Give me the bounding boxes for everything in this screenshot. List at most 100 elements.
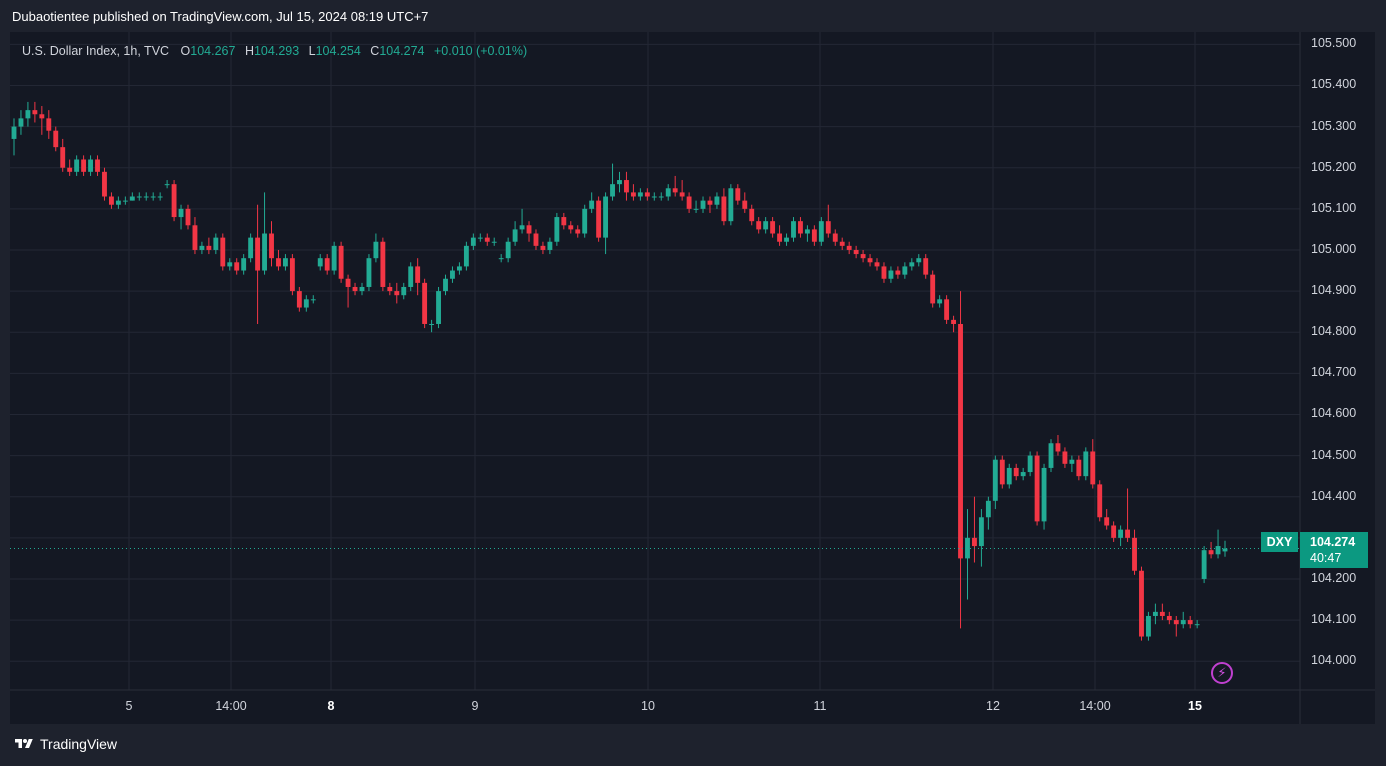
candle-body [909,262,915,267]
x-tick-label: 12 [986,699,1000,713]
y-tick-label: 105.000 [1311,241,1357,256]
candle-body [122,200,128,202]
candle-body [1132,537,1137,571]
candle-body [359,286,365,292]
y-tick-label: 104.200 [1311,570,1357,585]
candle-body [839,241,845,246]
candle-body [95,159,100,172]
candle-body [136,196,142,198]
candle-body [289,258,295,292]
candle-body [303,299,309,308]
candle-body [53,130,59,148]
candle-body [317,258,323,267]
candle-body [67,167,73,172]
candle-body [978,517,984,547]
candle-body [338,245,344,279]
y-tick-label: 105.300 [1311,118,1357,133]
candle-body [32,110,38,115]
candle-body [331,245,337,271]
candle-body [811,229,817,242]
candle-body [658,196,664,198]
y-tick-label: 105.500 [1311,36,1357,51]
legend-title: U.S. Dollar Index, 1h, TVC [22,44,170,58]
candle-body [672,188,678,193]
candle-body [401,286,407,296]
candle-body [512,229,518,242]
candle-body [700,200,706,209]
candle-body [1222,548,1228,552]
candle-body [693,208,699,210]
candle-body [1166,615,1172,621]
candle-body [1069,459,1075,464]
candle-body [1118,529,1124,538]
candle-body [450,270,455,279]
candle-body [651,196,657,198]
tradingview-logo-icon [15,739,33,748]
candle-body [582,208,588,234]
y-tick-label: 104.400 [1311,488,1357,503]
x-tick-label: 10 [641,699,655,713]
candle-body [916,258,922,263]
candle-body [763,221,769,230]
candle-body [846,245,852,250]
x-tick-label: 5 [125,699,133,713]
candle-body [39,114,45,119]
candle-body [255,237,261,271]
candle-body [881,266,887,279]
candle-body [944,299,950,320]
y-tick-label: 104.800 [1311,324,1357,339]
candle-body [498,258,504,260]
candle-body [505,241,511,259]
candle-body [624,180,629,193]
candle-body [310,299,316,301]
candle-body [972,537,977,547]
candle-body [60,147,66,168]
candle-body [129,196,135,201]
y-tick-label: 105.200 [1311,159,1357,174]
legend-open-value: 104.267 [190,44,236,58]
candle-body [589,200,595,209]
candle-body [777,233,783,242]
candle-body [1013,467,1019,477]
candle-body [484,237,490,242]
candle-body [366,258,372,287]
candle-body [143,196,149,198]
candle-body [1194,624,1200,626]
candle-body [867,258,873,263]
candle-body [46,118,52,131]
footer-brand[interactable]: TradingView [12,736,117,752]
candle-body [429,323,435,325]
candle-body [102,171,107,197]
y-tick-label: 104.600 [1311,406,1357,421]
candle-body [519,225,525,230]
x-tick-label: 11 [813,699,827,713]
candle-body [575,229,581,234]
lightning-bolt-icon[interactable]: ⚡ [1211,662,1233,684]
candle-body [1104,517,1110,526]
candle-body [1034,455,1040,522]
chart-panel[interactable] [10,32,1375,724]
candle-body [88,159,93,172]
candle-body [707,200,713,205]
y-tick-label: 105.400 [1311,77,1357,92]
brand-name: TradingView [40,736,118,752]
candle-body [742,200,748,209]
candle-body [262,233,267,271]
candle-body [791,221,796,238]
candle-body [617,180,622,185]
candle-body [380,241,386,287]
candle-body [408,266,414,287]
candle-body [610,184,615,197]
candle-body [937,299,943,304]
candle-body [171,184,177,218]
candle-body [18,118,24,127]
y-tick-label: 104.900 [1311,283,1357,298]
candle-body [178,208,184,218]
candle-body [296,291,302,308]
candle-body [387,286,393,292]
candle-body [192,225,198,250]
candle-body [477,237,483,239]
candle-body [1201,550,1207,579]
candle-body [784,237,789,242]
